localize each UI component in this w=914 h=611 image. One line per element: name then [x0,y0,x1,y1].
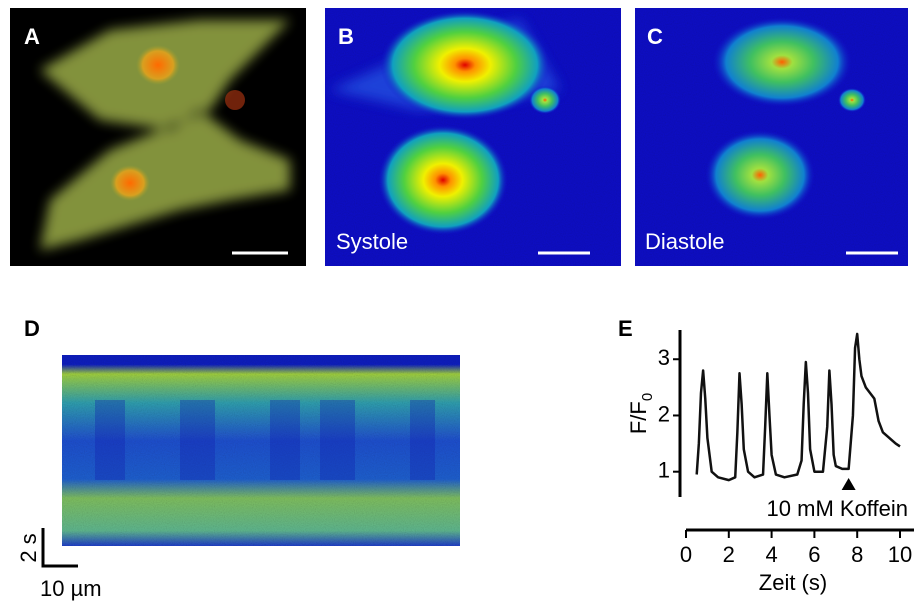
x-tick-label: 4 [765,542,777,567]
y-tick-label: 2 [658,401,670,426]
x-tick-label: 2 [723,542,735,567]
panel-label: A [24,24,40,49]
distance-scale-label: 10 µm [40,576,102,601]
y-axis-label: F/F0 [626,393,656,434]
trace-line [695,332,901,482]
panel-label: E [618,316,633,341]
y-label-text: F/F [626,401,651,434]
panel-caption: Systole [336,229,408,254]
panel-d: D 2 s 10 µm [16,316,460,601]
x-tick-label: 8 [851,542,863,567]
annotation-arrow [841,478,856,490]
panel-caption: Diastole [645,229,724,254]
time-scale-label: 2 s [16,533,41,562]
panel-label: D [24,316,40,341]
panel-a: A [10,8,306,266]
x-tick-label: 10 [888,542,912,567]
annotation-text: 10 mM Koffein [767,496,908,521]
panel-label: B [338,24,354,49]
y-tick-label: 3 [658,345,670,370]
y-label-subscript: 0 [639,393,656,401]
panel-c: C Diastole [635,8,908,266]
panel-b: B Systole [325,8,621,266]
panel-label: C [647,24,663,49]
x-tick-label: 0 [680,542,692,567]
x-tick-label: 6 [808,542,820,567]
y-tick-label: 1 [658,458,670,483]
x-axis-label: Zeit (s) [759,570,827,595]
